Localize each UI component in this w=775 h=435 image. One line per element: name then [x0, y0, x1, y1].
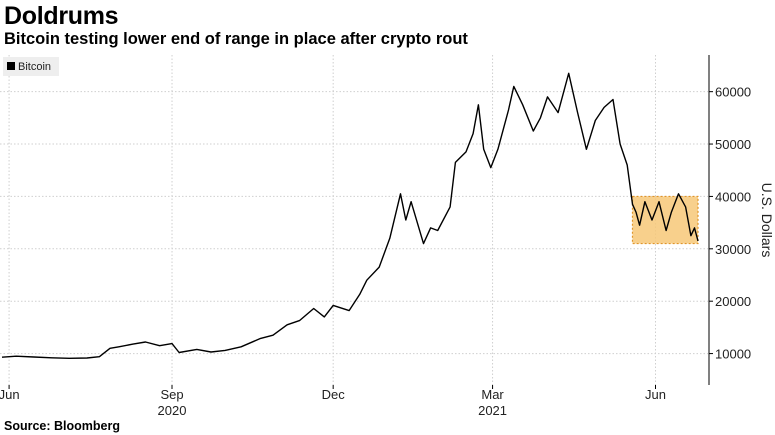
highlight-range-box: [631, 195, 699, 245]
x-year-label-0: 2020: [158, 403, 187, 418]
y-tick-label-40000: 40000: [715, 189, 751, 204]
x-tick-label-3: Mar: [481, 387, 504, 402]
y-tick-label-50000: 50000: [715, 137, 751, 152]
x-tick-label-4: Jun: [645, 387, 666, 402]
legend: Bitcoin: [3, 57, 59, 76]
x-tick-label-2: Dec: [322, 387, 346, 402]
series-line-bitcoin: [1, 72, 699, 359]
x-year-label-1: 2021: [478, 403, 507, 418]
legend-swatch: [7, 62, 15, 70]
chart-title: Doldrums: [4, 2, 119, 30]
legend-label-bitcoin: Bitcoin: [18, 61, 51, 73]
x-tick-label-0: Jun: [0, 387, 20, 402]
y-tick-label-20000: 20000: [715, 294, 751, 309]
y-tick-label-10000: 10000: [715, 347, 751, 362]
legend-box: [3, 57, 59, 76]
chart-subtitle: Bitcoin testing lower end of range in pl…: [4, 30, 468, 48]
highlight-layer: [631, 195, 699, 245]
y-axis-label: U.S. Dollars: [759, 183, 775, 258]
x-ticks: Jun Sep Dec Mar Jun 2020 2021: [0, 385, 666, 418]
y-tick-label-30000: 30000: [715, 242, 751, 257]
x-tick-label-1: Sep: [160, 387, 183, 402]
y-ticks: 10000 20000 30000 40000 50000 60000: [709, 85, 751, 362]
series-layer: [1, 72, 699, 359]
source-note: Source: Bloomberg: [4, 419, 120, 433]
gridlines: [0, 55, 708, 385]
y-tick-label-60000: 60000: [715, 85, 751, 100]
